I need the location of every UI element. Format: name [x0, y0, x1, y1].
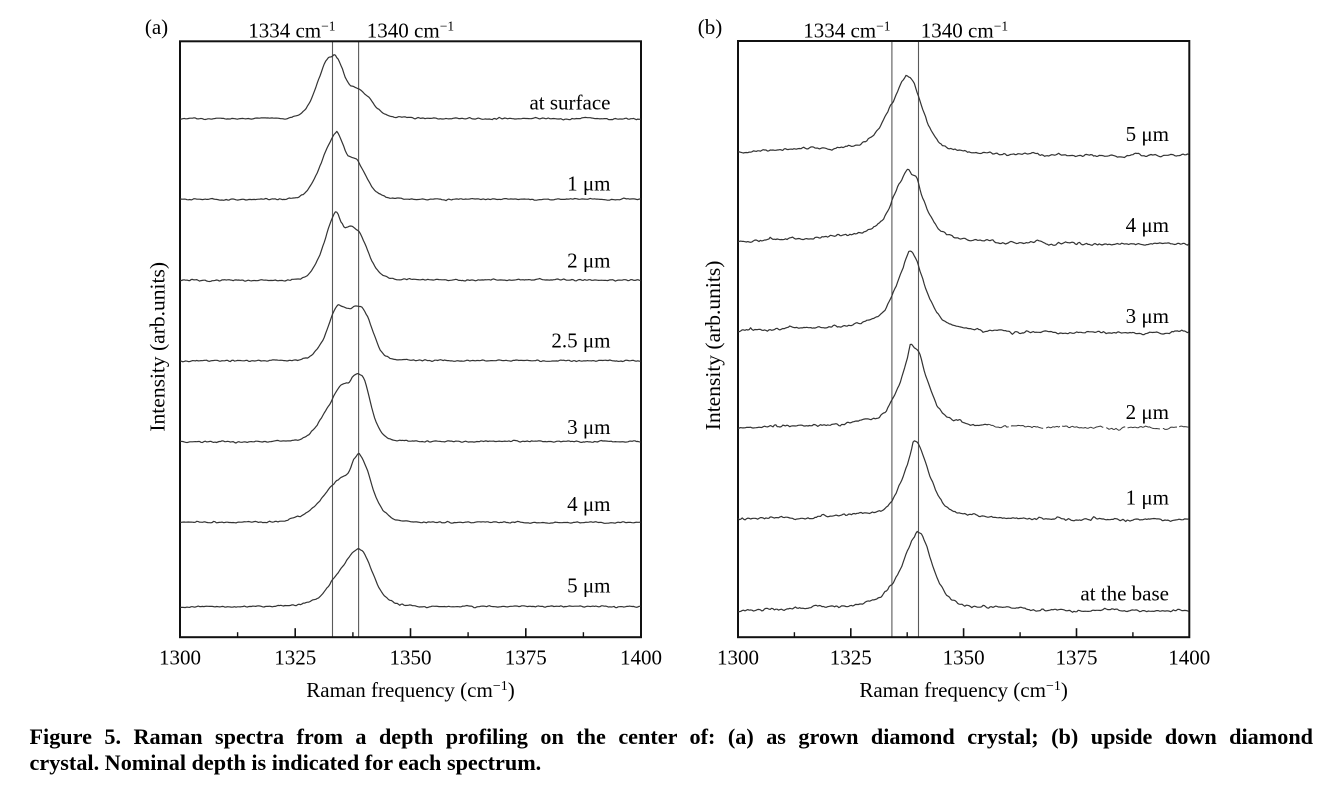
svg-text:4 μm: 4 μm [567, 492, 610, 516]
svg-text:1400: 1400 [620, 646, 662, 670]
svg-text:1 μm: 1 μm [1126, 486, 1169, 510]
svg-text:1334 cm−1: 1334 cm−1 [803, 18, 890, 42]
svg-text:1350: 1350 [943, 646, 985, 670]
svg-text:1375: 1375 [1056, 646, 1098, 670]
svg-text:2.5 μm: 2.5 μm [551, 328, 610, 352]
svg-text:Raman frequency (cm−1): Raman frequency (cm−1) [306, 678, 515, 702]
svg-text:Intensity (arb.units): Intensity (arb.units) [701, 261, 725, 431]
svg-text:2 μm: 2 μm [1126, 400, 1169, 424]
svg-text:(a): (a) [145, 15, 168, 39]
svg-text:1340 cm−1: 1340 cm−1 [921, 18, 1008, 42]
svg-text:at surface: at surface [529, 90, 610, 114]
svg-text:1334 cm−1: 1334 cm−1 [248, 18, 335, 42]
svg-text:1325: 1325 [830, 646, 872, 670]
svg-text:1300: 1300 [717, 646, 759, 670]
svg-text:2 μm: 2 μm [567, 249, 610, 273]
svg-text:(b): (b) [698, 15, 723, 39]
svg-text:3 μm: 3 μm [567, 415, 610, 439]
svg-text:1 μm: 1 μm [567, 172, 610, 196]
svg-text:5 μm: 5 μm [1126, 122, 1169, 146]
svg-text:3 μm: 3 μm [1126, 304, 1169, 328]
svg-text:1350: 1350 [390, 646, 432, 670]
svg-text:at the base: at the base [1080, 581, 1169, 605]
svg-text:1375: 1375 [505, 646, 547, 670]
svg-text:4 μm: 4 μm [1126, 213, 1169, 237]
svg-text:1340 cm−1: 1340 cm−1 [367, 18, 454, 42]
svg-text:5 μm: 5 μm [567, 574, 610, 598]
svg-text:1300: 1300 [159, 646, 201, 670]
svg-text:Raman frequency (cm−1): Raman frequency (cm−1) [859, 678, 1068, 702]
svg-text:1325: 1325 [274, 646, 316, 670]
svg-text:Intensity (arb.units): Intensity (arb.units) [145, 262, 169, 432]
svg-text:1400: 1400 [1168, 646, 1210, 670]
